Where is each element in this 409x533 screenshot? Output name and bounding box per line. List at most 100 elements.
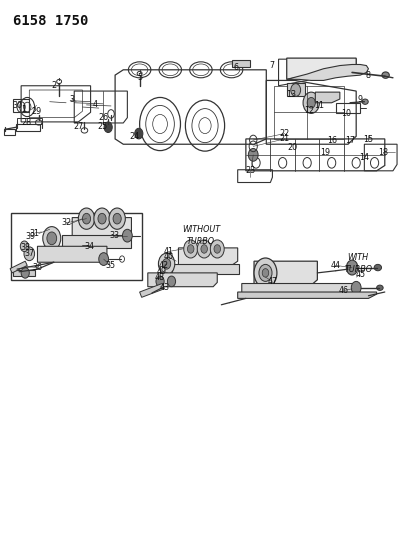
- Text: 18: 18: [377, 148, 387, 157]
- Text: 6158 1750: 6158 1750: [13, 14, 88, 28]
- Circle shape: [43, 227, 61, 250]
- Text: 10: 10: [340, 109, 350, 118]
- Polygon shape: [254, 261, 317, 285]
- Polygon shape: [286, 83, 304, 96]
- Polygon shape: [172, 264, 238, 274]
- Text: 1: 1: [20, 105, 26, 114]
- Circle shape: [94, 208, 110, 229]
- Ellipse shape: [361, 99, 367, 104]
- Text: 27: 27: [73, 122, 83, 131]
- Text: 24: 24: [129, 132, 139, 141]
- Text: 8: 8: [365, 70, 370, 79]
- Text: 16: 16: [326, 136, 336, 145]
- Text: 21: 21: [279, 134, 289, 143]
- Circle shape: [183, 240, 197, 258]
- Polygon shape: [10, 261, 27, 273]
- Text: 9: 9: [357, 94, 362, 103]
- Text: 32: 32: [61, 219, 71, 228]
- Bar: [11, 213, 142, 280]
- Text: 15: 15: [362, 135, 373, 144]
- Circle shape: [24, 247, 34, 261]
- Circle shape: [135, 128, 143, 139]
- Text: 23: 23: [244, 166, 254, 175]
- Circle shape: [258, 264, 271, 281]
- Circle shape: [290, 84, 300, 96]
- Polygon shape: [13, 270, 35, 276]
- Text: 26: 26: [98, 113, 108, 122]
- Circle shape: [248, 149, 258, 161]
- Text: WITHOUT
TURBO: WITHOUT TURBO: [182, 225, 220, 246]
- Circle shape: [78, 208, 94, 229]
- Circle shape: [113, 213, 121, 224]
- Text: 35: 35: [105, 261, 115, 270]
- Polygon shape: [147, 273, 217, 287]
- Polygon shape: [178, 248, 237, 265]
- Text: 4: 4: [92, 100, 97, 109]
- Circle shape: [98, 213, 106, 224]
- Text: 43: 43: [159, 283, 169, 292]
- Text: 7: 7: [269, 61, 274, 70]
- Circle shape: [21, 268, 29, 278]
- Text: 29: 29: [31, 107, 42, 116]
- Circle shape: [210, 240, 224, 258]
- Polygon shape: [286, 64, 368, 80]
- Circle shape: [47, 232, 56, 245]
- Text: 38: 38: [20, 243, 30, 252]
- Circle shape: [351, 281, 360, 294]
- Text: 40: 40: [163, 253, 173, 261]
- Circle shape: [197, 240, 211, 258]
- Circle shape: [302, 92, 319, 114]
- Polygon shape: [231, 60, 249, 67]
- Text: 2: 2: [51, 81, 56, 90]
- Circle shape: [346, 260, 357, 275]
- Text: 25: 25: [97, 122, 107, 131]
- Polygon shape: [286, 58, 355, 79]
- Text: 13: 13: [286, 90, 296, 99]
- Polygon shape: [72, 217, 131, 237]
- Text: 41: 41: [163, 247, 173, 256]
- Circle shape: [162, 259, 170, 269]
- Text: 44: 44: [330, 261, 340, 270]
- Circle shape: [155, 276, 164, 287]
- Circle shape: [187, 245, 193, 253]
- Text: 42: 42: [159, 261, 169, 270]
- Polygon shape: [37, 246, 107, 262]
- Circle shape: [167, 276, 175, 287]
- Text: 28: 28: [21, 118, 31, 127]
- Circle shape: [99, 253, 108, 265]
- Text: 11: 11: [314, 101, 324, 110]
- Text: 46: 46: [338, 286, 348, 295]
- Circle shape: [109, 208, 125, 229]
- Text: 14: 14: [358, 153, 369, 162]
- Text: 22: 22: [279, 129, 289, 138]
- Text: 37: 37: [24, 249, 34, 259]
- Text: 45: 45: [354, 270, 364, 279]
- Text: 34: 34: [85, 242, 94, 251]
- Ellipse shape: [376, 285, 382, 290]
- Text: 5: 5: [137, 73, 142, 82]
- Circle shape: [20, 241, 28, 252]
- Text: 20: 20: [287, 143, 297, 152]
- Ellipse shape: [373, 264, 381, 271]
- Polygon shape: [315, 92, 339, 103]
- Polygon shape: [237, 292, 376, 298]
- Polygon shape: [139, 284, 164, 297]
- Text: 33: 33: [109, 231, 119, 240]
- Circle shape: [200, 245, 207, 253]
- Text: 3: 3: [70, 94, 74, 103]
- Circle shape: [122, 229, 132, 242]
- Text: 12: 12: [303, 106, 313, 115]
- Circle shape: [158, 253, 174, 274]
- Text: 30: 30: [12, 101, 22, 110]
- Circle shape: [262, 269, 268, 277]
- Text: 39: 39: [25, 232, 35, 241]
- Circle shape: [104, 122, 112, 133]
- Circle shape: [306, 98, 315, 108]
- Text: 49: 49: [157, 268, 167, 276]
- Polygon shape: [62, 235, 131, 248]
- Text: WITH
TURBO: WITH TURBO: [344, 254, 371, 274]
- Text: 6: 6: [233, 63, 238, 71]
- Text: 47: 47: [267, 277, 277, 286]
- Circle shape: [254, 258, 276, 288]
- Ellipse shape: [381, 72, 388, 78]
